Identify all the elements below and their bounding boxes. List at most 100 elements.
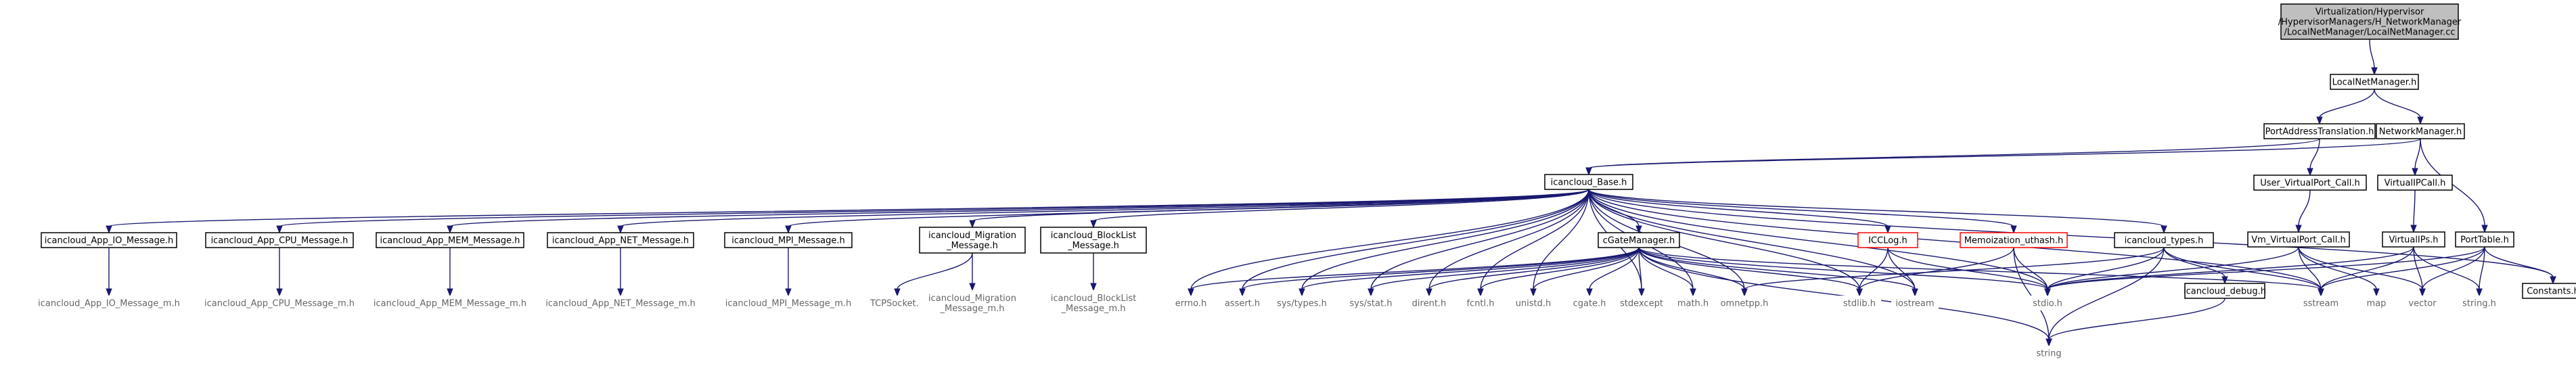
node-box xyxy=(1408,296,1450,310)
node-dirent[interactable]: dirent.h xyxy=(1408,296,1450,310)
node-base[interactable]: icancloud_Base.h xyxy=(1544,174,1633,190)
node-box xyxy=(1461,296,1500,310)
node-net[interactable]: icancloud_App_NET_Message.h xyxy=(547,232,694,248)
node-box xyxy=(2297,296,2345,310)
node-io[interactable]: icancloud_App_IO_Message.h xyxy=(41,232,177,248)
node-label: /LocalNetManager/LocalNetManager.cc xyxy=(2284,28,2456,38)
node-stdlib[interactable]: stdlib.h xyxy=(1838,296,1881,310)
node-box xyxy=(1041,290,1146,316)
node-label: icancloud_App_IO_Message_m.h xyxy=(38,299,180,309)
edge-base-to-memo xyxy=(1588,189,2017,234)
node-box xyxy=(2330,74,2419,90)
node-cgate[interactable]: cGateManager.h xyxy=(1598,232,1680,248)
node-label: _Message.h xyxy=(1067,241,1119,251)
node-label: Vm_VirtualPort_Call.h xyxy=(2251,235,2345,246)
node-label: unistd.h xyxy=(1516,299,1552,309)
node-block[interactable]: icancloud_BlockList_Message.h xyxy=(1040,227,1147,254)
node-box xyxy=(725,296,852,310)
node-box xyxy=(1345,296,1397,310)
node-cpu[interactable]: icancloud_App_CPU_Message.h xyxy=(205,232,354,248)
node-mem_m[interactable]: icancloud_App_MEM_Message_m.h xyxy=(374,296,526,310)
node-vips[interactable]: VirtualIPs.h xyxy=(2382,231,2445,248)
node-errno[interactable]: errno.h xyxy=(1169,296,1213,310)
node-label: Virtualization/Hypervisor xyxy=(2315,7,2424,18)
node-assert[interactable]: assert.h xyxy=(1221,296,1264,310)
node-label: _Message_m.h xyxy=(1060,304,1125,314)
node-vmvp[interactable]: Vm_VirtualPort_Call.h xyxy=(2247,231,2350,248)
node-math[interactable]: math.h xyxy=(1674,296,1712,310)
edge-base-to-dirent xyxy=(1426,189,1589,297)
node-label: icancloud_debug.h xyxy=(2184,287,2266,297)
node-label: icancloud_Migration xyxy=(928,294,1016,304)
node-box xyxy=(2247,231,2350,248)
node-string[interactable]: string xyxy=(2030,346,2068,361)
node-label: icancloud_Migration xyxy=(928,231,1016,241)
node-block_m[interactable]: icancloud_BlockList_Message_m.h xyxy=(1041,290,1146,316)
node-io_m[interactable]: icancloud_App_IO_Message_m.h xyxy=(38,296,180,310)
node-box xyxy=(1221,296,1264,310)
node-box xyxy=(41,232,177,248)
node-fcntl[interactable]: fcntl.h xyxy=(1461,296,1500,310)
node-label: _Message.h xyxy=(946,241,998,251)
edge-cgate-to-assert xyxy=(1239,247,1640,297)
node-label: string.h xyxy=(2462,299,2496,309)
node-stdexcept[interactable]: stdexcept xyxy=(1617,296,1667,310)
edge-mig-to-tcp xyxy=(894,252,973,297)
node-uservp[interactable]: User_VirtualPort_Call.h xyxy=(2253,175,2367,191)
edge-netman-to-base xyxy=(1585,138,2421,176)
node-vipcall[interactable]: VirtualIPCall.h xyxy=(2377,175,2453,191)
node-label: cGateManager.h xyxy=(1603,236,1675,246)
node-pat[interactable]: PortAddressTranslation.h xyxy=(2263,123,2376,139)
node-label: icancloud_App_NET_Message.h xyxy=(552,236,689,246)
node-systypes[interactable]: sys/types.h xyxy=(1273,296,1331,310)
nodes-layer: Virtualization/Hypervisor/HypervisorMana… xyxy=(38,3,2576,361)
node-mem[interactable]: icancloud_App_MEM_Message.h xyxy=(376,232,524,248)
node-porttable[interactable]: PortTable.h xyxy=(2455,231,2514,248)
edge-cgate-to-fcntl xyxy=(1477,247,1640,297)
node-label: icancloud_App_CPU_Message.h xyxy=(211,236,348,246)
node-cpu_m[interactable]: icancloud_App_CPU_Message_m.h xyxy=(204,296,355,310)
node-sstream[interactable]: sstream xyxy=(2297,296,2345,310)
node-localnet[interactable]: LocalNetManager.h xyxy=(2330,74,2419,90)
node-label: PortTable.h xyxy=(2460,235,2509,246)
node-mpi[interactable]: icancloud_MPI_Message.h xyxy=(724,232,853,248)
node-box xyxy=(206,296,353,310)
node-cgate_h[interactable]: cgate.h xyxy=(1569,296,1610,310)
node-mpi_m[interactable]: icancloud_MPI_Message_m.h xyxy=(725,296,852,310)
node-sysstat[interactable]: sys/stat.h xyxy=(1345,296,1397,310)
node-box xyxy=(2455,231,2514,248)
node-label: icancloud_Base.h xyxy=(1551,178,1627,188)
node-net_m[interactable]: icancloud_App_NET_Message_m.h xyxy=(545,296,696,310)
edge-base-to-cpu xyxy=(276,189,1589,234)
node-mapn[interactable]: map xyxy=(2361,296,2392,310)
node-debug[interactable]: icancloud_debug.h xyxy=(2184,283,2266,299)
edge-uservp-to-vmvp xyxy=(2295,189,2311,233)
node-vector[interactable]: vector xyxy=(2401,296,2443,310)
node-box xyxy=(2184,283,2265,299)
node-mig_m[interactable]: icancloud_Migration_Message_m.h xyxy=(920,290,1025,316)
node-netman[interactable]: NetworkManager.h xyxy=(2376,123,2465,139)
node-iostream[interactable]: iostream xyxy=(1891,296,1939,310)
node-tcp[interactable]: TCPSocket.h xyxy=(863,296,931,310)
node-root[interactable]: Virtualization/Hypervisor/HypervisorMana… xyxy=(2278,3,2462,40)
node-box xyxy=(1857,232,1918,248)
node-label: ICCLog.h xyxy=(1868,236,1907,246)
node-box xyxy=(1838,296,1881,310)
node-label: User_VirtualPort_Call.h xyxy=(2260,179,2360,189)
edge-cgate-to-dirent xyxy=(1426,247,1640,297)
node-unistd[interactable]: unistd.h xyxy=(1512,296,1555,310)
node-constants[interactable]: Constants.h xyxy=(2522,283,2576,299)
node-stringh[interactable]: string.h xyxy=(2458,296,2501,310)
node-stdio[interactable]: stdio.h xyxy=(2028,296,2067,310)
node-mig[interactable]: icancloud_Migration_Message.h xyxy=(919,227,1026,254)
node-icclog[interactable]: ICCLog.h xyxy=(1857,232,1918,248)
node-types[interactable]: icancloud_types.h xyxy=(2114,232,2214,248)
edge-base-to-mem xyxy=(447,189,1589,234)
node-label: assert.h xyxy=(1225,299,1260,309)
edge-cpu-to-cpu_m xyxy=(276,247,283,297)
node-memo[interactable]: Memoization_uthash.h xyxy=(1960,232,2068,248)
node-label: icancloud_App_MEM_Message.h xyxy=(380,236,520,246)
edge-mem-to-mem_m xyxy=(447,248,453,297)
node-label: fcntl.h xyxy=(1466,299,1494,309)
node-omnetpp[interactable]: omnetpp.h xyxy=(1720,296,1769,310)
